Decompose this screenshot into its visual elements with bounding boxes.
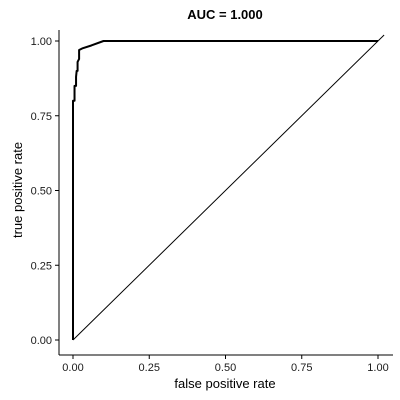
y-tick-label: 0.50 — [31, 186, 52, 198]
y-axis-ticks: 0.00 0.25 0.50 0.75 1.00 — [31, 36, 59, 347]
x-tick-label: 1.00 — [367, 362, 388, 374]
y-tick-label: 0.75 — [31, 111, 52, 123]
y-tick-label: 1.00 — [31, 36, 52, 48]
x-axis-label: false positive rate — [174, 376, 275, 391]
x-axis-ticks: 0.00 0.25 0.50 0.75 1.00 — [62, 355, 389, 374]
x-tick-label: 0.75 — [291, 362, 312, 374]
roc-curve-line — [72, 40, 378, 340]
plot-area — [72, 34, 385, 341]
x-tick-label: 0.00 — [62, 362, 83, 374]
chart-title: AUC = 1.000 — [187, 7, 263, 22]
y-tick-label: 0.25 — [31, 260, 52, 272]
y-tick-label: 0.00 — [31, 335, 52, 347]
x-tick-label: 0.50 — [215, 362, 236, 374]
x-tick-label: 0.25 — [139, 362, 160, 374]
y-axis-label: true positive rate — [10, 142, 25, 238]
chance-diagonal-line — [72, 34, 385, 341]
